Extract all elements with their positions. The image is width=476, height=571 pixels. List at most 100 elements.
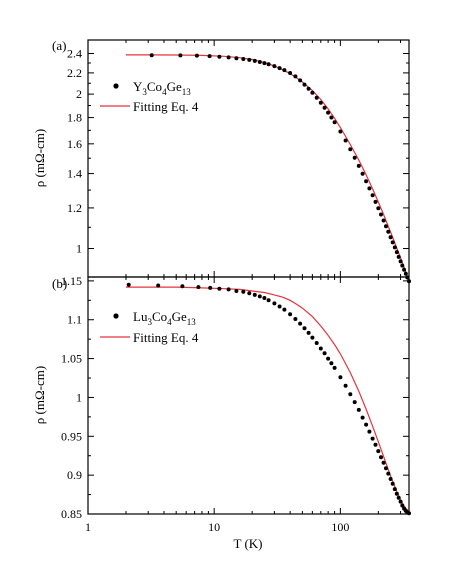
panel-a-y-tick-label: 1.8 [67, 111, 82, 125]
panel-b-y-tick-label: 1.15 [61, 274, 82, 288]
panel-a-legend: Y3Co4Ge13 Fitting Eq. 4 [100, 79, 199, 114]
panel-b-label: (b) [52, 276, 67, 291]
panel-a-data-point [394, 250, 399, 255]
panel-a-data-point [178, 53, 183, 58]
panel-a-data-point [356, 163, 361, 168]
panel-b-data-point [356, 407, 361, 412]
panel-b-data-point [288, 312, 293, 317]
panel-b-data-point [180, 284, 185, 289]
panel-b-data-point [322, 351, 327, 356]
panel-b-data-point [400, 503, 405, 508]
panel-a-data-point [298, 78, 303, 83]
panel-a-data-point [379, 212, 383, 217]
panel-a-data-point [207, 54, 212, 59]
panel-b-data-point [379, 455, 383, 460]
panel-b-data-point [126, 282, 131, 287]
panel-b-y-tick-label: 0.95 [61, 429, 82, 443]
panel-b-data-point [310, 335, 315, 340]
panel-b-y-tick-label: 0.9 [67, 468, 82, 482]
panel-a-y-tick-label: 1 [76, 242, 82, 256]
panel-b-data-point [381, 460, 386, 465]
panel-a-data-point [149, 53, 154, 58]
panel-b-data-point [394, 491, 399, 496]
panel-b-data-point [329, 361, 334, 366]
panel-b-data-point [367, 429, 372, 434]
panel-b-data-point [314, 341, 319, 345]
panel-a-y-tick-label: 2 [76, 87, 82, 101]
panel-b-data-point [302, 326, 307, 331]
panel-b-data-point [234, 289, 239, 293]
panel-b-data-point [298, 321, 303, 326]
panel-b-data-point [332, 365, 337, 370]
panel-b-data-point [277, 304, 282, 309]
panel-a-data-point [226, 55, 231, 60]
panel-a-data-point [257, 60, 262, 64]
chart-marks: 1 1.2 1.4 1.6 1.8 2 2.2 2.4 1 10 100 0.85 0.9 0.95 1 1.… [61, 40, 411, 534]
panel-b-data-point [384, 466, 388, 471]
panel-b-data-point [338, 375, 343, 380]
panel-a-data-point [332, 120, 337, 125]
panel-a-data-point [272, 64, 277, 69]
panel-b-data-point [398, 499, 403, 504]
panel-b-data-point [241, 289, 246, 294]
panel-b-data-point [247, 291, 252, 296]
panel-b-data-point [396, 495, 401, 500]
panel-a-data-point [318, 100, 323, 105]
legend-a-point-marker [113, 83, 119, 89]
panel-b-data-point [386, 471, 391, 476]
panel-b-y-tick-label: 0.85 [61, 507, 82, 521]
panel-a-data-point [348, 147, 353, 152]
panel-a-y-tick-label: 1.4 [67, 167, 82, 181]
panel-a-data-point [338, 129, 343, 134]
panel-b-ylabel: ρ (mΩ-cm) [32, 366, 47, 424]
panel-a-data-point [367, 186, 372, 191]
legend-b-point-marker [113, 313, 119, 319]
panel-a-data-point [234, 56, 239, 61]
panel-b-data-point [306, 330, 311, 335]
panel-b-data-point [318, 346, 323, 351]
panel-b-data-point [376, 449, 381, 454]
panel-b-data-point [208, 285, 213, 290]
panel-b-data-point [217, 286, 222, 291]
panel-a-data-point [310, 90, 315, 95]
x-axis-title: T (K) [233, 536, 262, 551]
panel-a-data-point [386, 229, 391, 234]
panel-b-data-point [282, 307, 287, 312]
panel-a-data-point [282, 68, 287, 73]
panel-a-data-point [384, 224, 388, 229]
panel-a-data-point [360, 171, 365, 176]
x-tick-label: 1 [85, 520, 91, 534]
panel-a-data-point [217, 54, 222, 59]
panel-b-data-point [252, 292, 257, 297]
panel-a-ylabel: ρ (mΩ-cm) [32, 129, 47, 187]
panel-a-data-point [288, 71, 293, 75]
panel-a-data-point [373, 199, 378, 204]
panel-b-y-tick-label: 1.1 [67, 313, 82, 327]
legend-a-fit-label: Fitting Eq. 4 [133, 99, 199, 114]
panel-b-data-point [266, 298, 271, 303]
panel-a-data-point [293, 74, 298, 79]
panel-a-data-point [306, 86, 311, 91]
panel-a-data-point [392, 245, 397, 250]
panel-b-data-point [360, 415, 365, 420]
panel-a-data-point [194, 53, 199, 58]
panel-a-y-tick-label: 2.2 [67, 66, 82, 80]
panel-b-data-point [352, 400, 357, 405]
panel-b-data-point [257, 294, 262, 299]
panel-a-data-point [388, 235, 393, 240]
panel-a-frame [87, 39, 410, 278]
panel-a-data-point [364, 179, 369, 184]
panel-a-data-point [343, 138, 348, 143]
panel-a-data-point [266, 62, 271, 67]
panel-a-data-point [370, 193, 375, 198]
panel-b-data-point [326, 356, 331, 361]
panel-b-data-point [262, 296, 267, 300]
panel-b-fit-line [126, 286, 410, 513]
panel-b-data-point [388, 477, 393, 481]
panel-a-data-point [252, 58, 257, 63]
panel-a-data-point [405, 275, 410, 280]
panel-b-data-point [373, 442, 378, 447]
panel-b-data-point [272, 301, 277, 306]
panel-a-data-point [277, 66, 282, 71]
